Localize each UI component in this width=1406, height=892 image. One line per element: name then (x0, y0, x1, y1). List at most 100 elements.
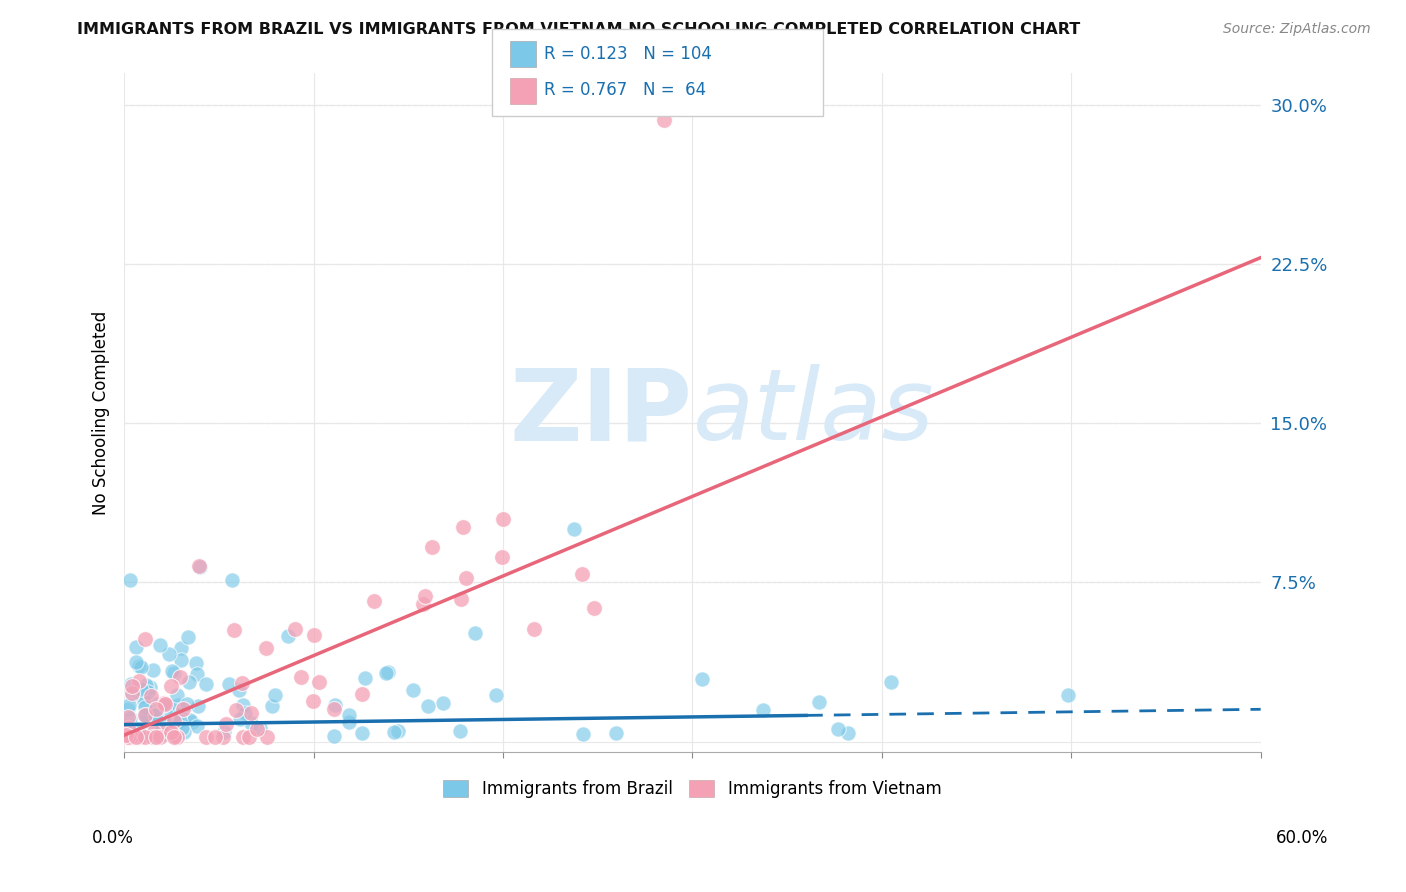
Point (134, 708, 156, 723)
Point (186, 657, 208, 671)
Point (377, 665, 399, 680)
Point (177, 630, 200, 644)
Text: R = 0.767   N =  64: R = 0.767 N = 64 (544, 81, 706, 99)
Point (412, 597, 434, 611)
Point (837, 726, 859, 740)
Point (141, 689, 163, 703)
Point (238, 731, 260, 745)
Point (451, 520, 474, 534)
Point (135, 711, 157, 725)
Point (163, 731, 186, 745)
Point (416, 699, 439, 714)
Point (153, 698, 176, 712)
Text: 0.0%: 0.0% (91, 829, 134, 847)
Text: atlas: atlas (692, 364, 934, 461)
Point (156, 717, 179, 731)
Point (134, 731, 156, 745)
Point (880, 675, 903, 690)
Point (301, 694, 323, 708)
Point (354, 671, 377, 685)
Point (163, 714, 186, 729)
Point (163, 728, 186, 742)
Point (571, 566, 593, 581)
Point (145, 731, 167, 745)
Point (264, 688, 287, 702)
Point (413, 589, 436, 603)
Point (260, 699, 283, 714)
Point (187, 699, 209, 714)
Point (239, 706, 262, 721)
Point (752, 703, 775, 717)
Point (225, 703, 247, 717)
Point (142, 731, 165, 745)
Point (128, 723, 150, 738)
Point (605, 725, 627, 739)
Point (827, 723, 849, 737)
Point (231, 675, 253, 690)
Point (432, 696, 454, 710)
Point (145, 708, 167, 723)
Point (187, 558, 209, 573)
Point (572, 727, 595, 741)
Legend: Immigrants from Brazil, Immigrants from Vietnam: Immigrants from Brazil, Immigrants from … (437, 773, 948, 805)
Point (232, 731, 254, 745)
Point (153, 698, 176, 712)
Point (134, 632, 156, 647)
Point (149, 731, 172, 745)
Point (160, 679, 183, 693)
Point (118, 698, 141, 712)
Point (169, 670, 191, 684)
Point (170, 653, 193, 667)
Point (129, 727, 152, 741)
Point (136, 714, 159, 729)
Point (188, 560, 211, 574)
Point (117, 702, 139, 716)
Point (290, 670, 312, 684)
Point (491, 512, 513, 526)
Point (134, 707, 156, 722)
Point (323, 698, 346, 712)
Text: Source: ZipAtlas.com: Source: ZipAtlas.com (1223, 22, 1371, 37)
Point (387, 723, 409, 738)
Point (166, 731, 188, 745)
Point (302, 628, 325, 642)
Point (464, 626, 486, 640)
Point (166, 689, 188, 703)
Point (308, 674, 330, 689)
Point (204, 731, 226, 745)
Point (136, 684, 159, 698)
Point (142, 725, 165, 739)
Point (143, 708, 166, 723)
Point (167, 698, 190, 713)
Point (254, 640, 277, 655)
Point (125, 655, 148, 669)
Point (323, 702, 346, 716)
Point (176, 697, 198, 711)
Point (456, 571, 478, 585)
Point (156, 702, 179, 716)
Point (155, 722, 177, 736)
Point (128, 658, 150, 673)
Point (807, 695, 830, 709)
Point (179, 674, 201, 689)
Point (145, 701, 167, 715)
Point (337, 714, 360, 729)
Point (115, 728, 138, 742)
Point (211, 731, 233, 745)
Point (363, 593, 385, 607)
Point (145, 707, 167, 722)
Point (1056, 688, 1078, 702)
Point (121, 689, 143, 703)
Point (132, 689, 155, 703)
Point (240, 716, 263, 731)
Point (132, 695, 155, 709)
Point (186, 718, 208, 732)
Point (221, 573, 243, 587)
Point (162, 665, 184, 679)
Point (138, 680, 160, 694)
Point (233, 706, 256, 720)
Point (169, 714, 191, 729)
Point (422, 540, 444, 554)
Point (121, 679, 143, 693)
Point (143, 728, 166, 742)
